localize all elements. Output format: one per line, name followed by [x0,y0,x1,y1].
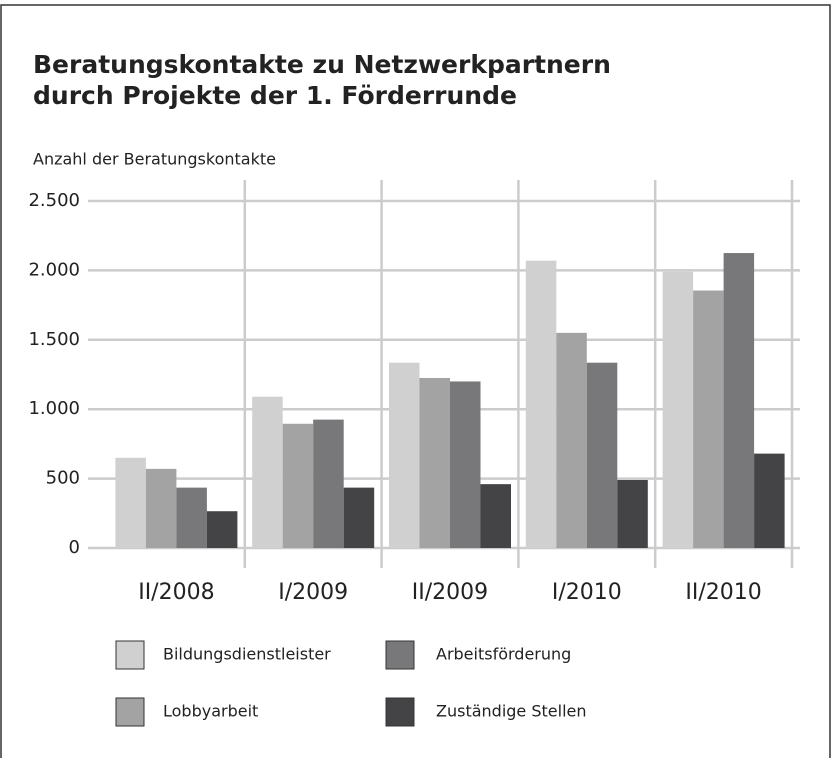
bar [617,479,648,548]
x-tick-label: I/2009 [278,580,348,605]
legend-swatch [385,640,415,670]
y-axis-label: Anzahl der Beratungskontakte [33,150,276,169]
bar [480,484,511,548]
frame [0,4,831,758]
bar [252,396,283,548]
legend-swatch [115,640,145,670]
x-tick-label: I/2010 [552,580,622,605]
bar [693,290,724,548]
bar [206,511,238,548]
bar [343,487,375,548]
x-tick-label: II/2010 [685,580,761,605]
chart-title: durch Projekte der 1. Förderrunde [33,81,517,110]
y-tick-label: 0 [69,537,80,558]
bar [754,453,785,548]
x-tick-label: II/2008 [138,580,214,605]
bar [389,362,420,548]
y-tick-label: 1.500 [28,329,80,350]
legend-label: Lobbyarbeit [163,702,258,721]
y-tick-label: 2.500 [28,190,80,211]
bar [419,377,450,548]
bar [313,419,344,548]
bar [723,253,755,549]
bar [282,423,314,548]
bar [525,260,557,548]
y-tick-label: 500 [46,468,80,489]
x-tick-label: II/2009 [412,580,488,605]
bar [115,457,146,548]
y-tick-label: 2.000 [28,259,80,280]
bar [145,468,177,548]
bar [556,332,587,548]
legend-label: Bildungsdienstleister [163,645,331,664]
legend-swatch [115,697,145,727]
y-tick-label: 1.000 [28,398,80,419]
bar [586,362,618,548]
bar [450,381,481,548]
legend-swatch [385,697,415,727]
legend-label: Arbeitsförderung [436,645,571,664]
chart-title: Beratungskontakte zu Netzwerkpartnern [33,50,611,79]
bar [176,487,207,548]
legend-label: Zuständige Stellen [436,702,587,721]
bar [662,271,694,548]
